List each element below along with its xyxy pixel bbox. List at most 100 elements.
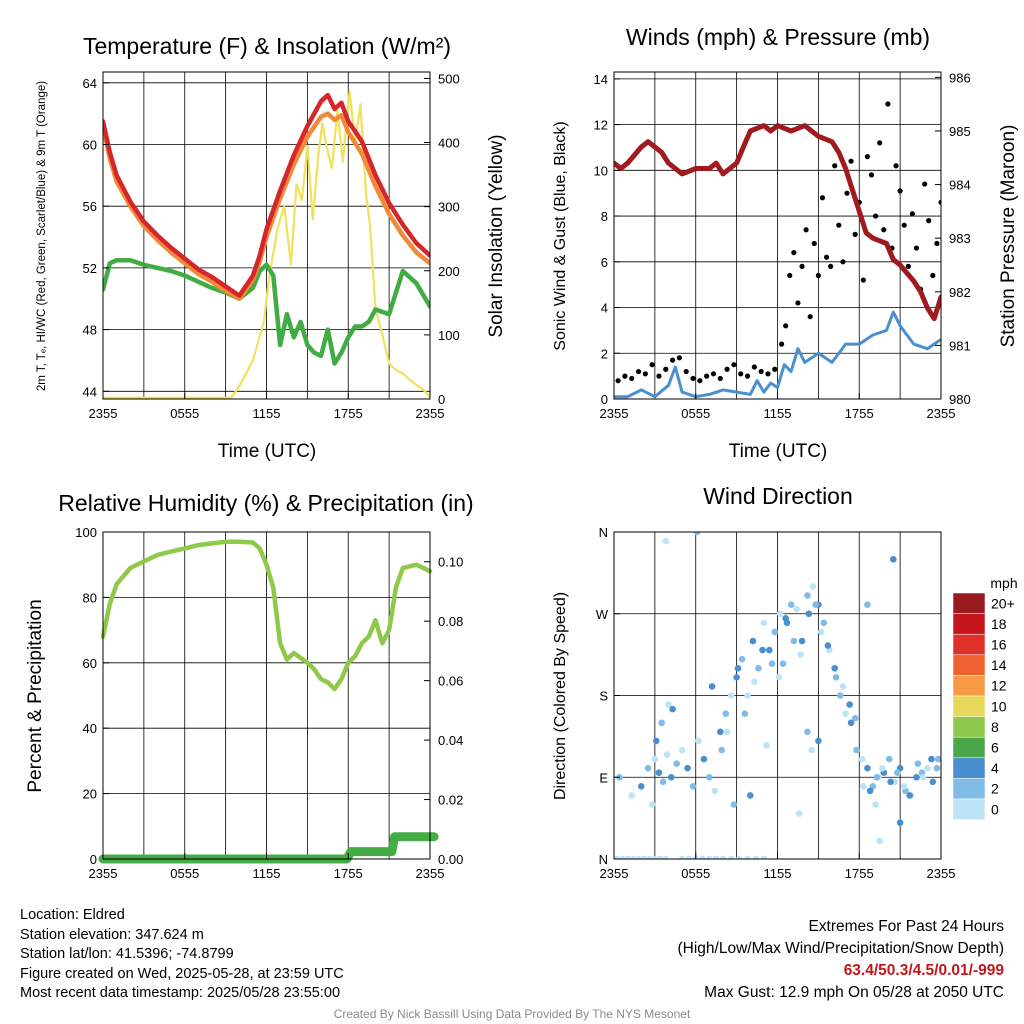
gust-point <box>649 362 655 368</box>
y-right-tick-label: 982 <box>949 285 971 300</box>
colorbar-label: 6 <box>991 740 999 756</box>
direction-point <box>929 778 937 786</box>
gust-point <box>848 158 854 164</box>
y-tick-label: 20 <box>83 787 97 802</box>
gust-point <box>758 368 764 375</box>
direction-point <box>736 855 743 859</box>
direction-point <box>858 755 866 763</box>
y-right-tick-label: 200 <box>438 264 460 279</box>
direction-point <box>846 701 854 708</box>
direction-point <box>798 637 806 645</box>
x-tick-label: 0555 <box>681 866 710 881</box>
series-line-td <box>103 257 430 366</box>
gust-point <box>922 181 928 187</box>
colorbar-label: 10 <box>991 698 1007 714</box>
rh-ylabel-left: Percent & Precipitation <box>25 599 46 792</box>
x-tick-label: 2355 <box>927 406 956 421</box>
direction-point <box>866 787 874 795</box>
gust-point <box>690 375 696 382</box>
colorbar-swatch <box>952 736 986 759</box>
direction-point <box>879 764 886 772</box>
y-right-tick-label: 980 <box>949 392 971 407</box>
gust-point <box>873 213 879 219</box>
x-tick-label: 1155 <box>253 866 281 881</box>
direction-point <box>924 764 931 772</box>
colorbar-swatch <box>952 778 986 800</box>
figure-created: Figure created on Wed, 2025-05-28, at 23… <box>20 965 344 982</box>
station-elevation: Station elevation: 347.624 m <box>20 926 204 943</box>
rh-panel-title: Relative Humidity (%) & Precipitation (i… <box>58 490 473 516</box>
station-info: Location: Eldred Station elevation: 347.… <box>20 906 344 1004</box>
y-tick-label: 60 <box>83 656 97 671</box>
y-tick-label: 10 <box>594 163 608 178</box>
y-tick-label: 52 <box>83 261 97 276</box>
extremes-values: 63.4/50.3/4.5/0.01/-999 <box>843 962 1004 979</box>
dir-panel-title: Wind Direction <box>703 483 853 509</box>
credit-line: Created By Nick Bassill Using Data Provi… <box>333 1007 691 1021</box>
direction-point <box>678 855 686 859</box>
direction-point <box>669 705 676 713</box>
rh-series <box>98 539 439 864</box>
recent-timestamp: Most recent data timestamp: 2025/05/28 2… <box>20 985 341 1002</box>
direction-point <box>734 664 742 672</box>
direction-point <box>684 764 691 772</box>
colorbar-label: 2 <box>991 781 999 797</box>
y-right-tick-label: 0.08 <box>438 614 463 629</box>
colorbar-swatch <box>952 716 986 738</box>
gust-point <box>669 357 676 363</box>
direction-point <box>864 764 871 772</box>
direction-point <box>860 783 867 790</box>
gust-point <box>868 172 875 178</box>
direction-point <box>815 737 822 745</box>
gust-point <box>905 263 911 269</box>
direction-point <box>760 855 768 859</box>
colorbar: 20+ 18 16 14 12 10 8 6 4 2 0 <box>952 592 1015 820</box>
y-tick-label: W <box>596 607 609 622</box>
temperature-panel: Temperature (F) & Insolation (W/m²) 2355… <box>36 33 507 462</box>
colorbar-swatch <box>952 757 986 779</box>
direction-point <box>876 837 883 845</box>
direction-point <box>738 655 746 663</box>
direction-point <box>719 855 727 859</box>
direction-point <box>693 532 701 536</box>
x-tick-label: 1755 <box>334 866 363 881</box>
direction-point <box>689 783 697 790</box>
gust-point <box>803 227 809 233</box>
direction-point <box>805 610 813 618</box>
gust-point <box>710 371 717 377</box>
dir-series <box>614 532 941 859</box>
colorbar-label: 8 <box>991 719 999 735</box>
y-right-tick-label: 981 <box>949 338 971 353</box>
direction-point <box>763 742 770 749</box>
direction-point <box>804 728 811 736</box>
gust-point <box>795 300 801 306</box>
gust-point <box>615 378 621 384</box>
y-right-tick-label: 0.10 <box>438 555 463 570</box>
series-line-station-pressure <box>614 123 941 322</box>
y-tick-label: 44 <box>83 384 97 399</box>
y-tick-label: 56 <box>83 199 97 214</box>
colorbar-label: 20+ <box>991 595 1015 611</box>
gust-point <box>717 375 723 382</box>
gust-point <box>852 231 858 237</box>
series-line-relative-humidity <box>100 539 433 692</box>
direction-point <box>820 619 828 627</box>
direction-point <box>651 755 659 763</box>
direction-point <box>759 646 766 654</box>
colorbar-swatch <box>952 654 986 676</box>
temp-panel-title: Temperature (F) & Insolation (W/m²) <box>83 33 451 59</box>
direction-point <box>652 737 660 745</box>
direction-point <box>760 619 768 627</box>
direction-point <box>790 637 798 645</box>
direction-point <box>896 819 904 826</box>
direction-point <box>712 855 720 859</box>
x-tick-label: 2355 <box>416 866 445 881</box>
direction-point <box>847 719 855 727</box>
x-tick-label: 1155 <box>253 406 281 421</box>
x-tick-label: 1755 <box>334 406 363 421</box>
wind-panel: Winds (mph) & Pressure (mb) 2355 0555 1155… <box>552 24 1019 462</box>
y-right-tick-label: 0.02 <box>438 793 463 808</box>
direction-point <box>934 755 941 763</box>
direction-point <box>746 792 754 799</box>
